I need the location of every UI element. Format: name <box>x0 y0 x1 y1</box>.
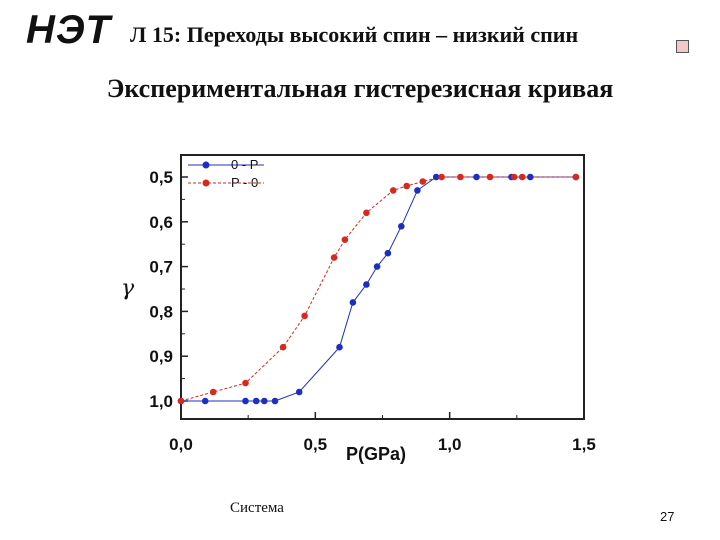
corner-square-icon <box>676 40 689 53</box>
data-point-series-2 <box>572 173 580 181</box>
lecture-title: Л 15: Переходы высокий спин – низкий спи… <box>130 22 579 47</box>
x-tick-label: 0,5 <box>304 435 328 454</box>
data-point-series-1 <box>432 173 440 181</box>
legend: 0 - P P - 0 <box>188 157 264 190</box>
data-point-series-2 <box>242 379 249 387</box>
data-point-series-1 <box>473 173 480 181</box>
data-point-series-2 <box>330 254 338 261</box>
y-tick-label: 0,6 <box>149 213 173 232</box>
data-point-series-2 <box>438 173 445 181</box>
legend-marker-series-2 <box>202 179 210 187</box>
legend-label-series-2: P - 0 <box>231 175 258 190</box>
legend-label-series-1: 0 - P <box>231 157 258 172</box>
series-line-1 <box>181 176 576 402</box>
slide-title: Экспериментальная гистерезисная кривая <box>106 74 614 103</box>
data-point-series-1 <box>271 397 279 405</box>
data-point-series-1 <box>398 223 405 230</box>
x-axis-label: P(GPa) <box>346 444 406 464</box>
data-point-series-2 <box>510 173 518 181</box>
data-point-series-2 <box>419 178 427 185</box>
data-point-series-1 <box>527 173 534 181</box>
y-tick-label: 0,5 <box>149 168 173 187</box>
data-point-series-2 <box>177 397 185 405</box>
data-point-series-2 <box>341 236 349 243</box>
y-tick-label: 0,8 <box>149 302 173 321</box>
data-point-series-1 <box>261 397 268 405</box>
series-line-2 <box>180 176 576 402</box>
data-point-series-2 <box>389 187 397 194</box>
series-group <box>177 173 580 405</box>
page-number: 27 <box>660 509 675 524</box>
x-tick-label: 0,0 <box>169 435 193 454</box>
data-point-series-2 <box>209 388 217 396</box>
data-point-series-1 <box>373 263 381 270</box>
data-point-series-2 <box>457 173 464 181</box>
data-point-series-1 <box>201 397 209 405</box>
data-point-series-2 <box>279 343 287 351</box>
data-point-series-1 <box>384 249 392 257</box>
y-axis-label: γ <box>121 276 135 301</box>
caption: Система <box>230 500 284 516</box>
y-tick-label: 0,7 <box>149 258 173 277</box>
data-point-series-2 <box>403 182 411 190</box>
data-point-series-2 <box>363 209 370 217</box>
y-tick-label: 1,0 <box>149 392 173 411</box>
x-axis-ticks: 0,0 0,5 1,0 1,5 <box>169 412 596 454</box>
y-axis-ticks: 0,5 0,6 0,7 0,8 0,9 1,0 <box>149 168 188 411</box>
data-point-series-1 <box>242 397 249 405</box>
data-point-series-1 <box>252 397 260 405</box>
x-tick-label: 1,5 <box>572 435 596 454</box>
y-tick-label: 0,9 <box>149 347 173 366</box>
plot-frame <box>180 154 585 420</box>
x-tick-label: 1,0 <box>438 435 462 454</box>
data-point-series-1 <box>336 343 343 351</box>
data-point-series-1 <box>414 187 421 194</box>
data-point-series-1 <box>349 299 357 306</box>
logo: НЭТ <box>26 8 112 52</box>
data-point-series-2 <box>301 312 308 320</box>
data-point-series-1 <box>363 281 370 288</box>
legend-marker-series-1 <box>202 161 210 169</box>
data-point-series-2 <box>486 173 494 181</box>
data-point-series-2 <box>518 173 526 181</box>
data-point-series-1 <box>295 388 303 396</box>
